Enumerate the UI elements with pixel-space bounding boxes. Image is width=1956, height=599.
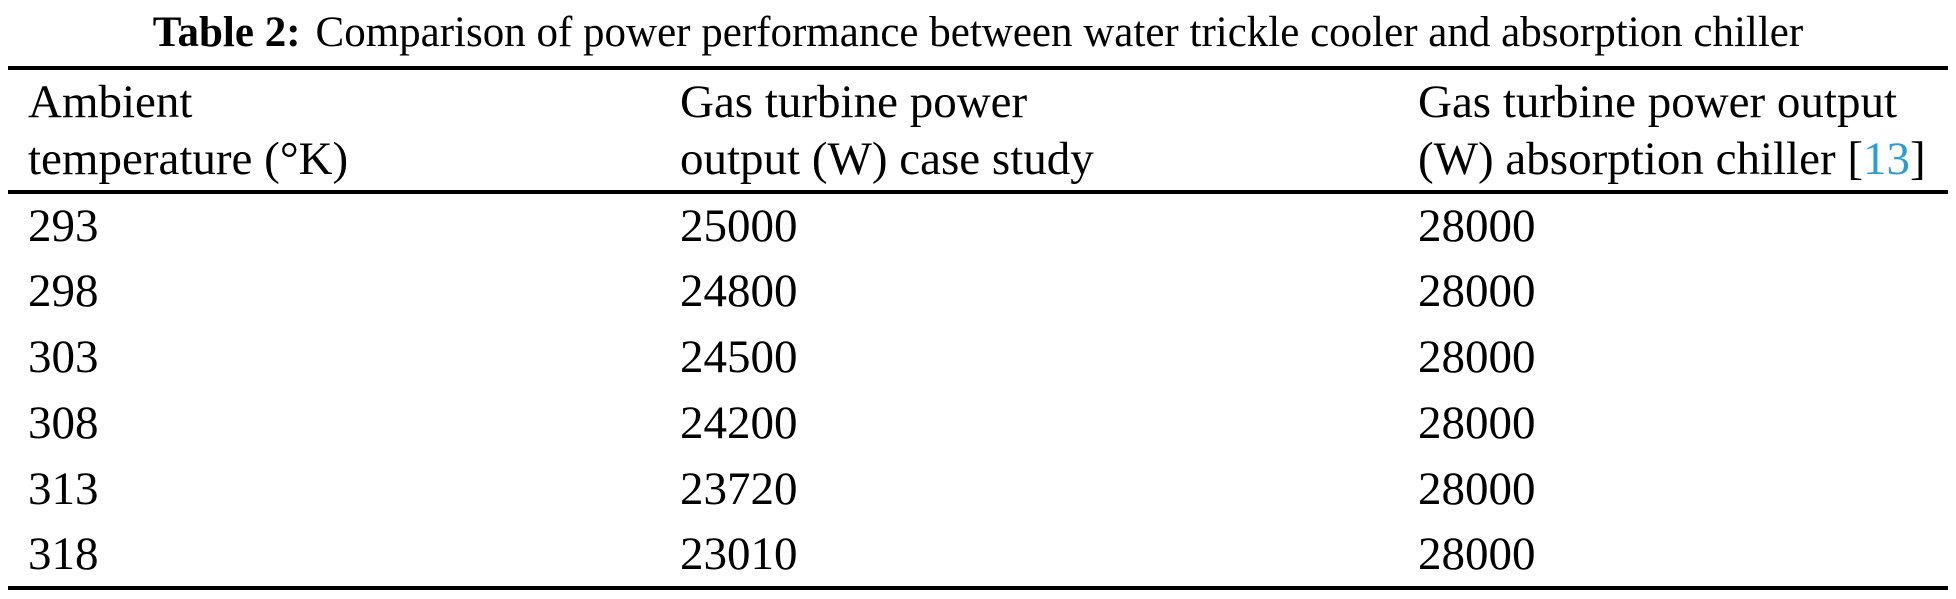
header-line-2: (W) absorption chiller [13] — [1418, 131, 1948, 188]
cell-case-study-power: 23010 — [680, 528, 798, 580]
cell-chiller-power: 28000 — [1418, 200, 1536, 252]
table-caption-label: Table 2: — [152, 9, 301, 56]
cell-case-study-power: 25000 — [680, 200, 798, 252]
comparison-table: Ambient temperature (°K) Gas turbine pow… — [8, 66, 1948, 590]
column-header-case-study: Gas turbine power output (W) case study — [660, 68, 1398, 194]
cell-chiller-power: 28000 — [1418, 528, 1536, 580]
header-line-1: Gas turbine power output — [1418, 76, 1898, 128]
cell-chiller-power: 28000 — [1418, 331, 1536, 383]
header-line-1: Gas turbine power — [680, 76, 1028, 128]
cell-chiller-power: 28000 — [1418, 397, 1536, 449]
cell-temperature: 318 — [28, 528, 99, 580]
table-row: 298 24800 28000 — [8, 258, 1948, 324]
cell-temperature: 313 — [28, 463, 99, 515]
table-row: 303 24500 28000 — [8, 324, 1948, 390]
cell-case-study-power: 24800 — [680, 265, 798, 317]
table-body: 293 25000 28000 298 24800 28000 303 2450… — [8, 192, 1948, 588]
table-caption: Table 2: Comparison of power performance … — [0, 0, 1956, 66]
header-line-2-text: (W) absorption chiller [ — [1418, 133, 1864, 185]
cell-case-study-power: 24200 — [680, 397, 798, 449]
cell-chiller-power: 28000 — [1418, 265, 1536, 317]
cell-temperature: 298 — [28, 265, 99, 317]
table-caption-text: Comparison of power performance between … — [315, 9, 1804, 56]
cell-case-study-power: 23720 — [680, 463, 798, 515]
cell-case-study-power: 24500 — [680, 331, 798, 383]
column-header-absorption-chiller: Gas turbine power output (W) absorption … — [1398, 68, 1948, 194]
cell-temperature: 293 — [28, 200, 99, 252]
table-row: 318 23010 28000 — [8, 522, 1948, 588]
header-line-2: temperature (°K) — [28, 133, 349, 185]
header-row: Ambient temperature (°K) Gas turbine pow… — [8, 68, 1948, 194]
header-line-2: output (W) case study — [680, 133, 1094, 185]
cell-temperature: 303 — [28, 331, 99, 383]
header-line-1: Ambient — [28, 76, 193, 128]
cell-chiller-power: 28000 — [1418, 463, 1536, 515]
column-header-ambient-temperature: Ambient temperature (°K) — [8, 68, 660, 194]
table-row: 313 23720 28000 — [8, 456, 1948, 522]
cell-temperature: 308 — [28, 397, 99, 449]
table-row: 308 24200 28000 — [8, 390, 1948, 456]
table-row: 293 25000 28000 — [8, 192, 1948, 258]
header-line-2-bracket: ] — [1910, 133, 1926, 185]
citation-link-13[interactable]: 13 — [1863, 133, 1911, 185]
table-header: Ambient temperature (°K) Gas turbine pow… — [8, 68, 1948, 194]
